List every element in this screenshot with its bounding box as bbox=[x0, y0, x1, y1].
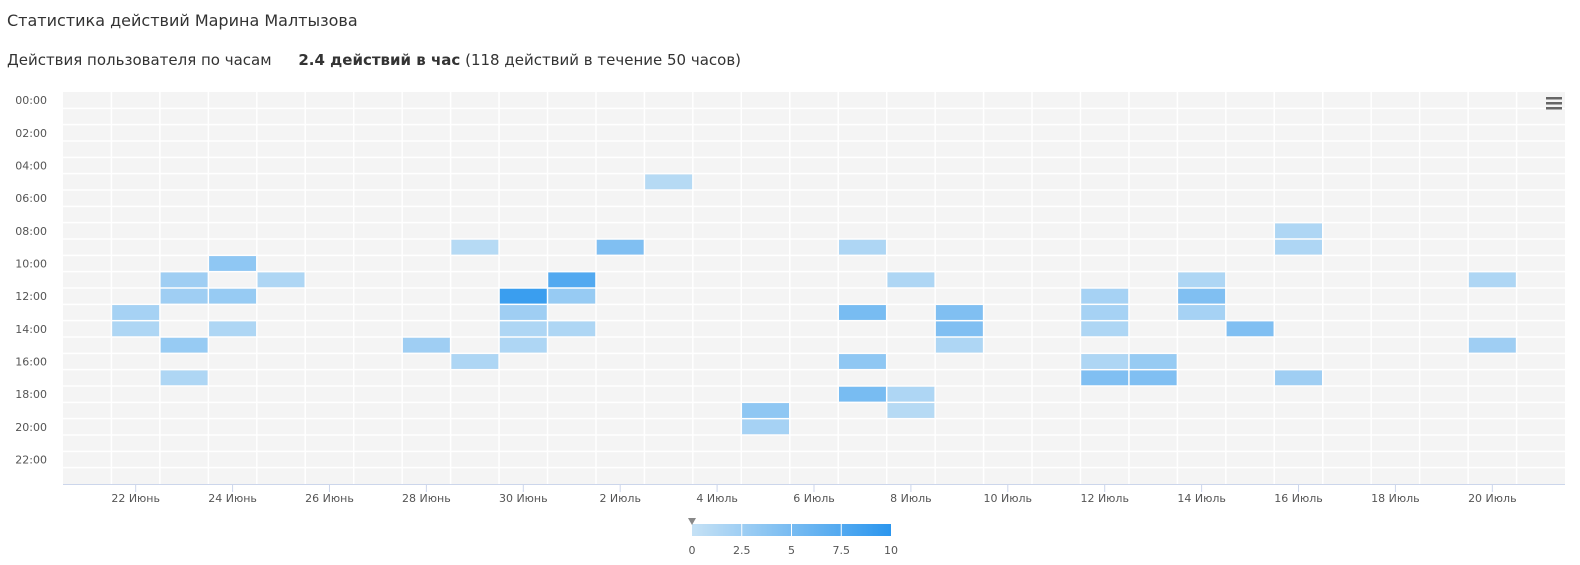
heatmap-cell bbox=[1081, 321, 1129, 337]
heatmap-cell bbox=[645, 174, 693, 190]
heatmap-cell bbox=[887, 272, 935, 288]
heatmap-cell bbox=[1178, 288, 1226, 304]
y-tick-label: 08:00 bbox=[15, 225, 47, 238]
heatmap-cell bbox=[1081, 370, 1129, 386]
hamburger-menu-icon[interactable] bbox=[1543, 93, 1565, 113]
heatmap-cell bbox=[548, 288, 596, 304]
heatmap-cell bbox=[160, 272, 208, 288]
x-tick-label: 12 Июль bbox=[1080, 492, 1129, 505]
heatmap-cell bbox=[548, 272, 596, 288]
legend-tick-label: 0 bbox=[689, 544, 696, 557]
x-tick-label: 24 Июнь bbox=[208, 492, 257, 505]
x-tick-label: 20 Июль bbox=[1468, 492, 1517, 505]
x-tick-label: 22 Июнь bbox=[111, 492, 160, 505]
heatmap-cell bbox=[1468, 272, 1516, 288]
heatmap-cell bbox=[1178, 272, 1226, 288]
heatmap-cell bbox=[451, 354, 499, 369]
y-tick-label: 20:00 bbox=[15, 421, 47, 434]
y-tick-label: 14:00 bbox=[15, 323, 47, 336]
chart-subtitle: Действия пользователя по часам 2.4 дейст… bbox=[7, 51, 741, 69]
heatmap-cell bbox=[838, 354, 886, 369]
page-title: Статистика действий Марина Малтызова bbox=[7, 11, 358, 30]
heatmap-cell bbox=[887, 386, 935, 402]
heatmap-cell bbox=[1275, 223, 1322, 239]
x-tick-label: 28 Июнь bbox=[402, 492, 451, 505]
heatmap-cell bbox=[160, 337, 208, 353]
heatmap-cell bbox=[209, 321, 257, 337]
y-tick-label: 00:00 bbox=[15, 94, 47, 107]
x-tick-label: 30 Июнь bbox=[499, 492, 548, 505]
heatmap-cell bbox=[160, 288, 208, 304]
heatmap-cell bbox=[935, 337, 983, 353]
heatmap-cell bbox=[742, 403, 790, 418]
heatmap-cell bbox=[548, 321, 596, 337]
y-tick-label: 06:00 bbox=[15, 192, 47, 205]
legend-marker-icon bbox=[688, 518, 696, 525]
x-tick-label: 26 Июнь bbox=[305, 492, 354, 505]
grid-lines bbox=[63, 92, 1565, 484]
x-axis-ticks: 22 Июнь 24 Июнь 26 Июнь 28 Июнь 30 Июнь 2 Июл… bbox=[111, 484, 1517, 505]
y-tick-label: 16:00 bbox=[15, 356, 47, 369]
heatmap-cell bbox=[499, 305, 547, 320]
heatmap-cell bbox=[1178, 305, 1226, 320]
y-tick-label: 10:00 bbox=[15, 258, 47, 271]
heatmap-cell bbox=[402, 337, 450, 353]
heatmap-cell bbox=[499, 321, 547, 337]
x-tick-label: 8 Июль bbox=[890, 492, 932, 505]
heatmap-cell bbox=[596, 239, 644, 255]
heatmap-cell bbox=[1226, 321, 1274, 337]
x-tick-label: 4 Июль bbox=[696, 492, 738, 505]
rate-detail: (118 действий в течение 50 часов) bbox=[465, 51, 742, 69]
heatmap-cells bbox=[112, 174, 1516, 435]
heatmap-cell bbox=[1275, 239, 1322, 255]
x-tick-label: 16 Июль bbox=[1274, 492, 1323, 505]
rate-value: 2.4 действий в час bbox=[298, 51, 461, 69]
heatmap-cell bbox=[1081, 354, 1129, 369]
heatmap-cell bbox=[451, 239, 499, 255]
heatmap-cell bbox=[742, 419, 790, 435]
heatmap-cell bbox=[112, 305, 160, 320]
heatmap-cell bbox=[1275, 370, 1322, 386]
legend-tick-label: 7.5 bbox=[833, 544, 851, 557]
y-tick-label: 22:00 bbox=[15, 454, 47, 467]
heatmap-cell bbox=[887, 403, 935, 418]
heatmap-cell bbox=[838, 386, 886, 402]
legend-tick-label: 2.5 bbox=[733, 544, 751, 557]
heatmap-cell bbox=[935, 305, 983, 320]
heatmap-cell bbox=[499, 337, 547, 353]
x-tick-label: 18 Июль bbox=[1371, 492, 1420, 505]
heatmap-cell bbox=[935, 321, 983, 337]
heatmap-cell bbox=[1468, 337, 1516, 353]
y-axis-ticks: 00:00 02:00 04:00 06:00 08:00 10:00 12:00 14:00… bbox=[15, 94, 47, 466]
subtitle-label: Действия пользователя по часам bbox=[7, 51, 272, 69]
heatmap-cell bbox=[209, 256, 257, 271]
heatmap-cell bbox=[838, 305, 886, 320]
heatmap-cell bbox=[160, 370, 208, 386]
heatmap-cell bbox=[1081, 305, 1129, 320]
y-tick-label: 04:00 bbox=[15, 160, 47, 173]
heatmap-cell bbox=[257, 272, 305, 288]
x-tick-label: 14 Июль bbox=[1177, 492, 1226, 505]
x-tick-label: 6 Июль bbox=[793, 492, 835, 505]
y-tick-label: 02:00 bbox=[15, 127, 47, 140]
heatmap-cell bbox=[209, 288, 257, 304]
heatmap-cell bbox=[1081, 288, 1129, 304]
legend-tick-label: 10 bbox=[884, 544, 898, 557]
heatmap-cell bbox=[1129, 370, 1177, 386]
x-tick-label: 10 Июль bbox=[984, 492, 1033, 505]
y-tick-label: 18:00 bbox=[15, 388, 47, 401]
legend-tick-label: 5 bbox=[788, 544, 795, 557]
x-tick-label: 2 Июль bbox=[599, 492, 641, 505]
heatmap-cell bbox=[1129, 354, 1177, 369]
heatmap-cell bbox=[112, 321, 160, 337]
y-tick-label: 12:00 bbox=[15, 290, 47, 303]
color-legend: 0 2.5 5 7.5 10 bbox=[688, 518, 898, 557]
heatmap-cell bbox=[838, 239, 886, 255]
heatmap-cell bbox=[499, 288, 547, 304]
